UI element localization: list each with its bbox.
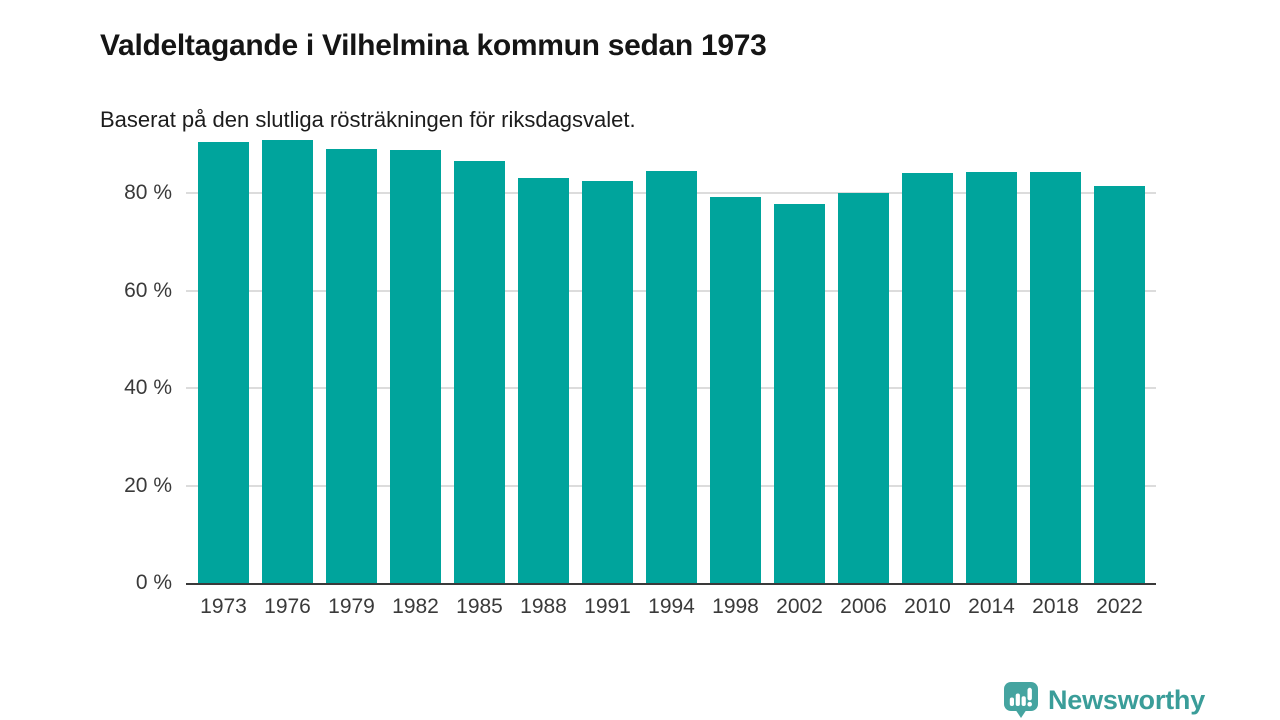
x-tick-label-2002: 2002 bbox=[776, 595, 823, 618]
newsworthy-logo-icon bbox=[1003, 681, 1039, 719]
bar-1973 bbox=[198, 142, 249, 583]
bar-2014 bbox=[966, 171, 1017, 583]
bar-1994 bbox=[646, 171, 697, 583]
y-tick-label-80: 80 % bbox=[124, 181, 172, 205]
x-tick-label-1988: 1988 bbox=[520, 595, 567, 618]
bar-1988 bbox=[518, 177, 569, 583]
x-tick-label-2022: 2022 bbox=[1096, 595, 1143, 618]
bar-2002 bbox=[774, 203, 825, 583]
x-tick-label-1973: 1973 bbox=[200, 595, 247, 618]
newsworthy-brand-name: Newsworthy bbox=[1048, 684, 1206, 715]
y-tick-label-40: 40 % bbox=[124, 376, 172, 400]
bar-1979 bbox=[326, 149, 377, 583]
bar-chart-plot-area bbox=[186, 135, 1156, 585]
chart-title: Valdeltagande i Vilhelmina kommun sedan … bbox=[100, 29, 767, 63]
x-tick-label-1991: 1991 bbox=[584, 595, 631, 618]
bar-2022 bbox=[1094, 185, 1145, 583]
x-tick-label-2006: 2006 bbox=[840, 595, 887, 618]
bar-2010 bbox=[902, 173, 953, 583]
chart-subtitle: Baserat på den slutliga rösträkningen fö… bbox=[100, 107, 636, 132]
bar-1998 bbox=[710, 197, 761, 583]
bar-1982 bbox=[390, 149, 441, 583]
newsworthy-brand-link[interactable]: Newsworthy bbox=[1003, 681, 1205, 719]
bar-1976 bbox=[262, 140, 313, 583]
bar-1985 bbox=[454, 161, 505, 583]
x-tick-label-1982: 1982 bbox=[392, 595, 439, 618]
bar-2018 bbox=[1030, 171, 1081, 583]
x-tick-label-2014: 2014 bbox=[968, 595, 1015, 618]
x-tick-label-1998: 1998 bbox=[712, 595, 759, 618]
y-tick-label-20: 20 % bbox=[124, 473, 172, 497]
x-tick-label-2010: 2010 bbox=[904, 595, 951, 618]
x-tick-label-1994: 1994 bbox=[648, 595, 695, 618]
y-tick-label-0: 0 % bbox=[135, 571, 172, 594]
x-tick-label-1985: 1985 bbox=[456, 595, 503, 618]
bar-1991 bbox=[582, 180, 633, 583]
y-tick-label-60: 60 % bbox=[124, 278, 172, 302]
x-tick-label-2018: 2018 bbox=[1032, 595, 1079, 618]
bar-2006 bbox=[838, 192, 889, 583]
x-tick-label-1976: 1976 bbox=[264, 595, 311, 618]
x-tick-label-1979: 1979 bbox=[328, 595, 375, 618]
